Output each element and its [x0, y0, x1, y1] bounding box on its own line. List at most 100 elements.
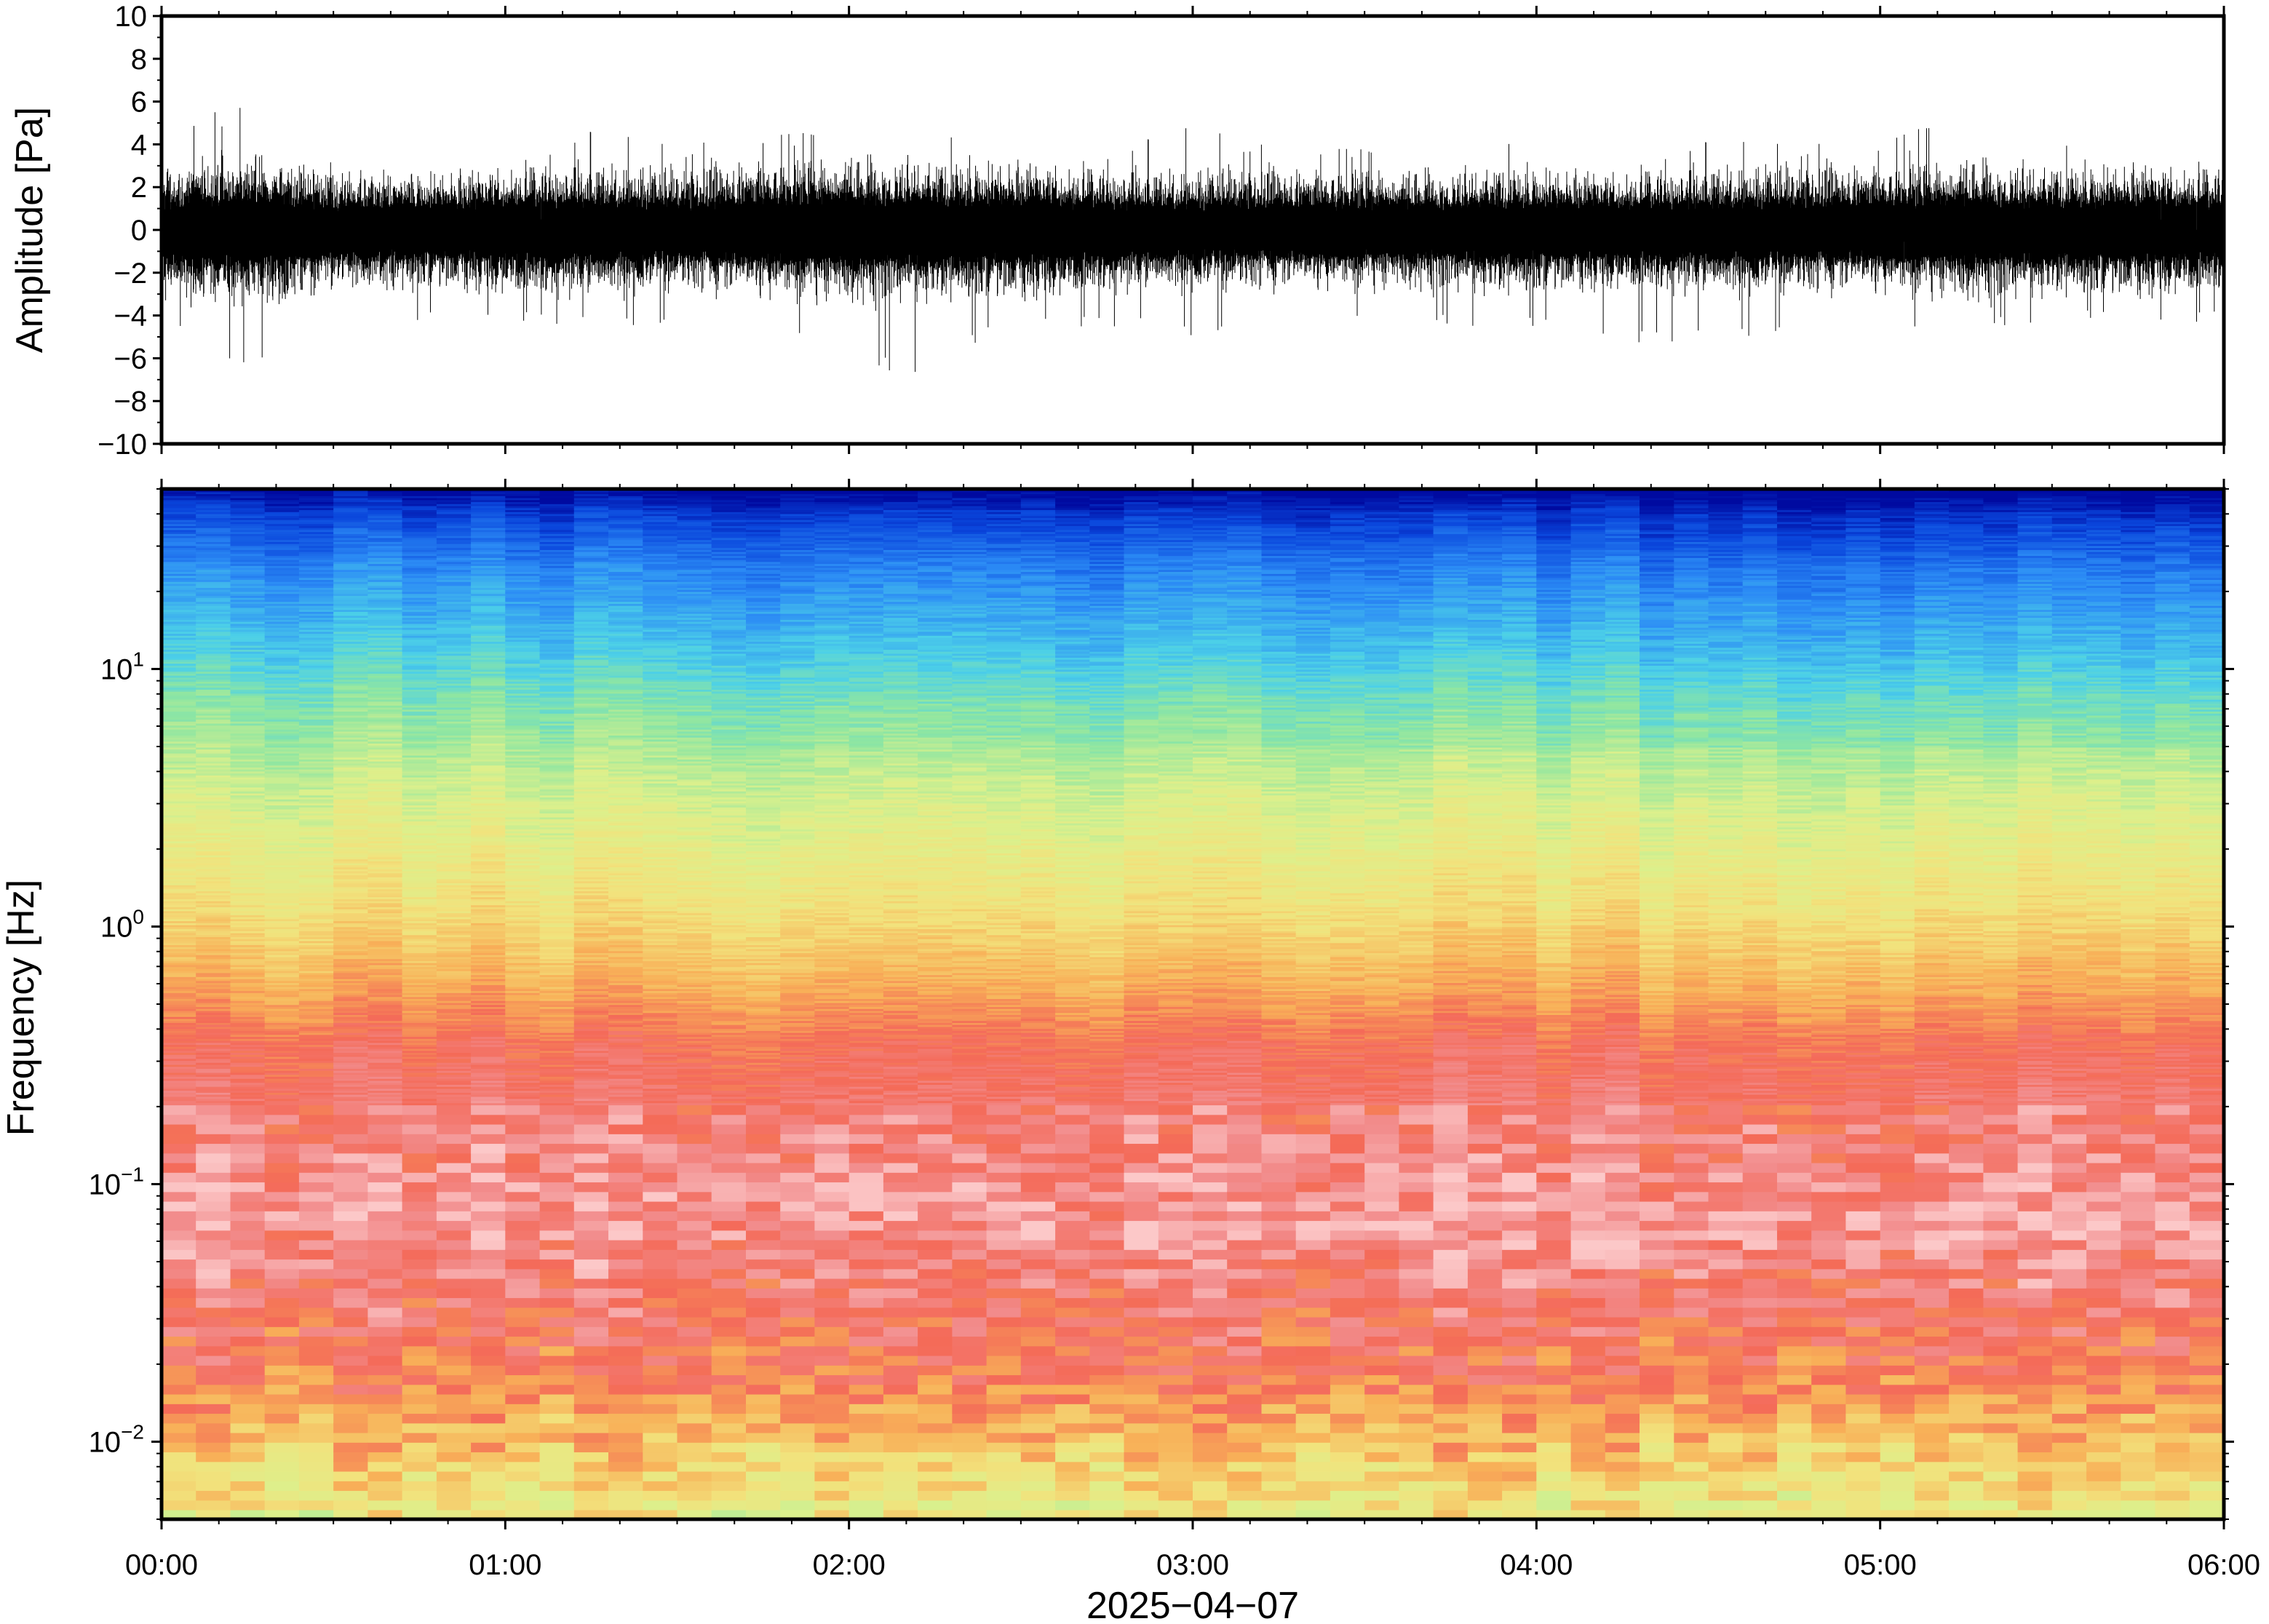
spectrogram-cell: [162, 1393, 196, 1404]
spectrogram-cell: [264, 563, 300, 566]
spectrogram-cell: [298, 996, 334, 1000]
spectrogram-cell: [298, 659, 334, 662]
spectrogram-cell: [196, 982, 231, 985]
spectrogram-cell: [505, 1162, 541, 1173]
spectrogram-cell: [539, 1288, 575, 1299]
spectrogram-cell: [162, 545, 196, 549]
spectrogram-cell: [196, 840, 231, 844]
spectrogram-cell: [264, 1034, 300, 1038]
spectrogram-cell: [162, 739, 196, 742]
spectrogram-cell: [230, 521, 266, 525]
spectrogram-cell: [333, 1201, 369, 1211]
spectrogram-cell: [230, 966, 266, 969]
spectrogram-cell: [196, 1084, 231, 1087]
spectrogram-cell: [298, 736, 334, 740]
spectrogram-cell: [298, 1345, 334, 1356]
spectrogram-cell: [230, 942, 266, 945]
spectrogram-cell: [196, 571, 231, 574]
spectrogram-cell: [333, 1297, 369, 1308]
spectrogram-cell: [162, 811, 196, 813]
spectrogram-cell: [196, 693, 231, 696]
spectrogram-cell: [196, 940, 231, 944]
spectrogram-cell: [264, 512, 300, 514]
spectrogram-cell: [162, 717, 196, 720]
spectrogram-cell: [264, 1002, 300, 1006]
spectrogram-cell: [264, 1022, 300, 1025]
spectrogram-cell: [264, 1024, 300, 1027]
spectrogram-cell: [471, 1172, 506, 1183]
spectrogram-cell: [264, 759, 300, 762]
spectrogram-cell: [573, 1413, 609, 1424]
spectrogram-cell: [298, 775, 334, 778]
spectrogram-cell: [298, 765, 334, 768]
spectrogram-cell: [230, 739, 266, 742]
spectrogram-cell: [230, 892, 266, 896]
spectrogram-cell: [196, 677, 231, 680]
spectrogram-cell: [333, 1114, 369, 1125]
spectrogram-cell: [402, 1259, 437, 1270]
spectrogram-cell: [573, 1162, 609, 1173]
spectrogram-cell: [298, 512, 334, 514]
spectrogram-cell: [230, 744, 266, 748]
spectrogram-cell: [196, 771, 231, 774]
spectrogram-cell: [573, 1201, 609, 1211]
spectrogram-cell: [298, 595, 334, 598]
spectrogram-cell: [196, 832, 231, 836]
spectrogram-cell: [298, 515, 334, 519]
spectrogram-cell: [162, 1090, 196, 1093]
spectrogram-cell: [230, 1070, 266, 1073]
spectrogram-cell: [230, 575, 266, 578]
spectrogram-cell: [471, 1278, 506, 1289]
spectrogram-cell: [298, 1452, 334, 1462]
spectrogram-cell: [298, 695, 334, 698]
spectrogram-cell: [264, 697, 300, 700]
spectrogram-cell: [436, 1153, 472, 1163]
spectrogram-cell: [196, 647, 231, 650]
spectrogram-cell: [402, 1162, 437, 1173]
spectrogram-cell: [264, 711, 300, 714]
spectrogram-cell: [162, 1054, 196, 1057]
spectrogram-cell: [162, 681, 196, 684]
spectrogram-cell: [298, 1080, 334, 1083]
spectrogram-cell: [264, 527, 300, 530]
spectrogram-cell: [230, 835, 266, 837]
spectrogram-cell: [367, 1288, 403, 1299]
spectrogram-cell: [264, 768, 300, 772]
spectrogram-cell: [298, 643, 334, 646]
spectrogram-cell: [162, 493, 196, 496]
spectrogram-cell: [162, 1038, 196, 1041]
spectrogram-cell: [264, 627, 300, 630]
spectrogram-cell: [196, 695, 231, 698]
spectrogram-cell: [264, 613, 300, 616]
spectrogram-cell: [436, 1239, 472, 1250]
spectrogram-cell: [333, 1278, 369, 1289]
spectrogram-cell: [298, 729, 334, 732]
spectrogram-cell: [264, 907, 300, 909]
spectrogram-cell: [196, 645, 231, 648]
spectrogram-cell: [230, 888, 266, 891]
spectrogram-cell: [573, 1404, 609, 1414]
spectrogram-cell: [162, 759, 196, 762]
spectrogram-cell: [264, 1123, 300, 1134]
spectrogram-cell: [298, 735, 334, 738]
spectrogram-cell: [162, 856, 196, 860]
spectrogram-cell: [162, 643, 196, 646]
spectrogram-cell: [230, 830, 266, 834]
spectrogram-cell: [264, 1068, 300, 1071]
spectrogram-cell: [264, 875, 300, 877]
spectrogram-cell: [298, 1490, 334, 1501]
spectrogram-cell: [264, 808, 300, 812]
spectrogram-cell: [264, 912, 300, 915]
spectrogram-cell: [264, 878, 300, 882]
spectrogram-cell: [298, 883, 334, 885]
spectrogram-cell: [196, 501, 231, 504]
spectrogram-cell: [264, 1374, 300, 1385]
spectrogram-cell: [230, 1022, 266, 1025]
spectrogram-cell: [162, 515, 196, 519]
spectrogram-cell: [162, 549, 196, 552]
spectrogram-cell: [230, 1259, 266, 1270]
spectrogram-cell: [230, 1384, 266, 1395]
spectrogram-cell: [196, 1054, 231, 1057]
spectrogram-cell: [298, 954, 334, 958]
spectrogram-cell: [298, 489, 334, 493]
